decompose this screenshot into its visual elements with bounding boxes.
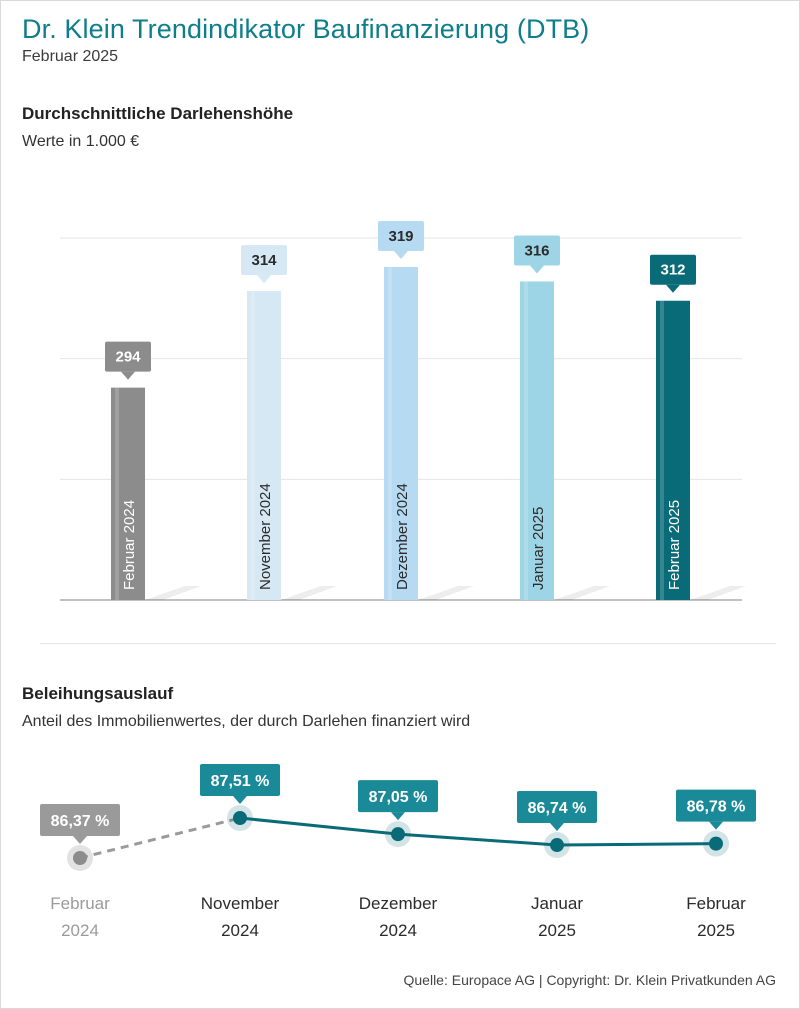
line-value-label: 86,78 %: [687, 799, 746, 816]
line-value-callout: [200, 764, 280, 796]
bar-shadow: [690, 586, 746, 600]
line-value-callout: [358, 780, 438, 813]
line-x-label-month: Februar: [50, 894, 110, 913]
line-value-callout: [517, 791, 597, 824]
line-series-path: [239, 816, 717, 847]
bar-shadow: [145, 586, 201, 600]
bar: [384, 266, 418, 600]
line-value-label: 87,05 %: [369, 789, 428, 806]
page-title: Dr. Klein Trendindikator Baufinanzierung…: [22, 14, 590, 44]
bar-highlight: [524, 281, 528, 600]
line-x-label-year: 2025: [697, 921, 735, 940]
line-value-callout-pointer: [73, 836, 87, 844]
bar-shadow: [281, 586, 337, 600]
bar-category-label: Januar 2025: [530, 507, 547, 590]
bar-value-callout-pointer: [257, 275, 271, 284]
source-note: Quelle: Europace AG | Copyright: Dr. Kle…: [403, 972, 777, 988]
line-value-label: 87,51 %: [211, 773, 270, 790]
line-value-label: 86,37 %: [51, 813, 110, 830]
bar-value-callout: [241, 245, 287, 276]
bar-value-callout: [105, 341, 151, 372]
bar-highlight: [660, 300, 664, 600]
line-value-label: 86,74 %: [528, 800, 587, 817]
bar-category-label: Februar 2024: [121, 500, 138, 590]
line-point: [709, 836, 723, 851]
line-point: [550, 838, 564, 853]
line-value-callout: [676, 789, 756, 822]
bar-value-callout-pointer: [121, 371, 135, 380]
line-x-label-year: 2025: [538, 921, 576, 940]
line-x-label-year: 2024: [221, 921, 259, 940]
line-value-callout-pointer: [550, 823, 564, 832]
line-value-callout-pointer: [709, 821, 723, 830]
bar-chart-title: Durchschnittliche Darlehenshöhe: [22, 104, 294, 123]
bar-category-label: Dezember 2024: [394, 483, 411, 590]
section-divider: [40, 643, 776, 644]
bar-value-label: 316: [524, 242, 549, 259]
bar-value-callout: [378, 220, 424, 251]
bar-value-callout: [514, 235, 560, 266]
line-chart-subtitle: Anteil des Immobilienwertes, der durch D…: [22, 713, 471, 730]
page-subtitle: Februar 2025: [22, 48, 119, 65]
line-point: [391, 827, 405, 842]
bar-highlight: [388, 266, 392, 600]
line-x-label-year: 2024: [61, 921, 99, 940]
line-value-callout-pointer: [233, 796, 247, 804]
bar-value-callout-pointer: [394, 250, 408, 259]
bar-value-label: 312: [660, 262, 685, 279]
bar: [247, 291, 281, 600]
bar-value-label: 319: [388, 228, 413, 245]
bar: [520, 281, 554, 600]
line-chart-title: Beleihungsauslauf: [22, 684, 174, 703]
bar: [111, 387, 145, 600]
bar-shadow: [418, 586, 474, 600]
bar-highlight: [251, 291, 255, 600]
line-x-label-month: November: [201, 894, 280, 913]
line-value-callout-pointer: [391, 812, 405, 821]
bar-value-callout-pointer: [530, 265, 544, 274]
line-point: [73, 851, 87, 865]
bar-shadow: [554, 586, 610, 600]
bar-value-callout-pointer: [666, 284, 680, 293]
bar-category-label: Februar 2025: [666, 500, 683, 590]
line-x-label-month: Februar: [686, 894, 746, 913]
line-x-label-month: Dezember: [359, 894, 438, 913]
bar: [656, 300, 690, 600]
bar-value-label: 314: [251, 252, 277, 269]
bar-chart-subtitle: Werte in 1.000 €: [22, 133, 140, 150]
bar-value-callout: [650, 254, 696, 285]
bar-category-label: November 2024: [257, 483, 274, 590]
line-point: [233, 811, 247, 825]
bar-value-label: 294: [115, 349, 141, 366]
line-value-callout: [40, 804, 120, 836]
bar-highlight: [115, 387, 119, 600]
line-x-label-year: 2024: [379, 921, 417, 940]
line-x-label-month: Januar: [531, 894, 583, 913]
